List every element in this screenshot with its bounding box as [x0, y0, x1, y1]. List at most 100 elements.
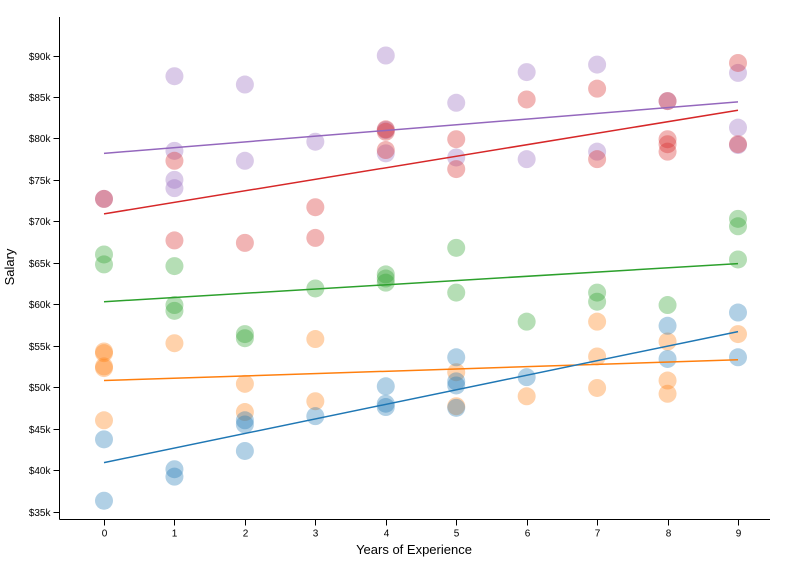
data-point	[729, 136, 747, 155]
axes: $35k $40k $45k $50k $55k $60k $65k $70k $75k $80k…	[29, 17, 770, 540]
data-point	[588, 142, 607, 161]
y-tick-label: $60k	[29, 300, 52, 311]
data-point	[235, 151, 254, 170]
x-tick-label: 2	[243, 529, 249, 540]
x-tick-label: 6	[525, 529, 531, 540]
data-point	[95, 189, 113, 208]
data-point	[376, 46, 395, 65]
data-point	[517, 90, 536, 109]
data-point	[588, 378, 607, 397]
data-point	[658, 332, 677, 351]
data-point	[729, 209, 747, 228]
data-point	[165, 151, 184, 170]
data-point	[376, 398, 395, 417]
data-point	[376, 273, 395, 292]
data-points	[95, 46, 747, 510]
y-tick-label: $55k	[29, 342, 52, 353]
data-point	[235, 329, 254, 348]
data-point	[95, 245, 113, 264]
data-point	[447, 398, 466, 417]
trend-line-red	[103, 109, 739, 215]
data-point	[447, 397, 466, 416]
data-point	[165, 179, 184, 198]
data-point	[588, 312, 607, 331]
data-point	[95, 357, 113, 376]
series-orange-points	[95, 312, 747, 430]
y-tick-label: $80k	[29, 134, 52, 145]
data-point	[165, 67, 184, 86]
data-point	[95, 491, 113, 510]
data-point	[447, 363, 466, 382]
y-tick-label: $70k	[29, 217, 52, 228]
data-point	[376, 269, 395, 288]
data-point	[376, 141, 395, 160]
data-point	[658, 384, 677, 403]
data-point	[588, 283, 607, 302]
data-point	[658, 296, 677, 315]
data-point	[729, 118, 747, 137]
data-point	[658, 92, 677, 111]
data-point	[447, 93, 466, 112]
trend-lines	[103, 101, 739, 464]
data-point	[447, 238, 466, 257]
y-tick-label: $90k	[29, 52, 52, 63]
data-point	[165, 170, 184, 189]
x-tick-label: 5	[454, 529, 460, 540]
data-point	[95, 342, 113, 361]
data-point	[447, 148, 466, 167]
data-point	[658, 371, 677, 390]
data-point	[376, 120, 395, 139]
data-point	[235, 441, 254, 460]
data-point	[235, 325, 254, 344]
trend-line-orange	[103, 359, 739, 382]
data-point	[729, 325, 747, 344]
data-point	[729, 63, 747, 82]
data-point	[165, 334, 184, 353]
y-tick-label: $40k	[29, 466, 52, 477]
data-point	[729, 303, 747, 322]
data-point	[165, 296, 184, 315]
data-point	[95, 359, 113, 378]
data-point	[729, 348, 747, 367]
trend-line-blue	[103, 330, 739, 464]
data-point	[517, 368, 536, 387]
data-point	[95, 430, 113, 449]
y-tick-label: $75k	[29, 176, 52, 187]
data-point	[517, 63, 536, 82]
data-point	[95, 189, 113, 208]
data-point	[588, 79, 607, 98]
data-point	[165, 257, 184, 276]
trend-line-purple	[103, 101, 739, 155]
x-tick-label: 8	[666, 529, 672, 540]
data-point	[658, 142, 677, 161]
data-point	[306, 407, 325, 426]
data-point	[306, 392, 325, 411]
data-point	[376, 122, 395, 141]
data-point	[729, 53, 747, 72]
data-point	[306, 330, 325, 349]
data-point	[447, 372, 466, 391]
y-tick-label: $35k	[29, 508, 52, 519]
data-point	[447, 160, 466, 179]
data-point	[729, 135, 747, 154]
data-point	[306, 198, 325, 217]
data-point	[376, 144, 395, 163]
data-point	[658, 130, 677, 149]
data-point	[447, 130, 466, 149]
data-point	[658, 92, 677, 111]
data-point	[235, 403, 254, 422]
series-green-points	[95, 209, 747, 348]
x-tick-label: 3	[313, 529, 319, 540]
series-red-points	[95, 53, 747, 252]
x-tick-label: 4	[384, 529, 390, 540]
data-point	[658, 349, 677, 368]
data-point	[658, 135, 677, 154]
x-tick-label: 7	[595, 529, 601, 540]
series-purple-points	[95, 46, 747, 208]
data-point	[165, 460, 184, 479]
data-point	[376, 377, 395, 396]
data-point	[165, 231, 184, 250]
data-point	[517, 150, 536, 169]
y-tick-label: $45k	[29, 425, 52, 436]
